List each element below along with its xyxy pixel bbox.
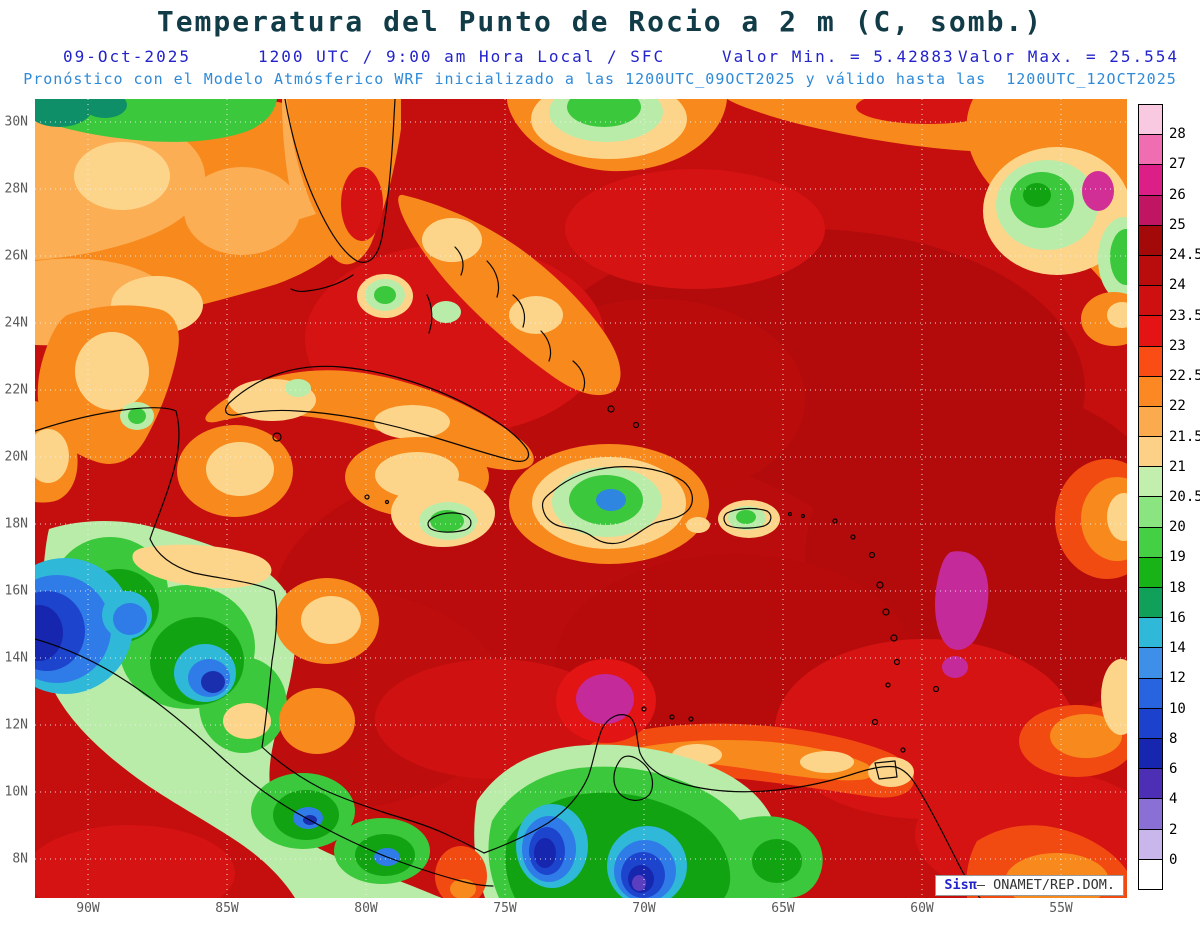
colorbar-tick-label: 24 (1169, 277, 1186, 294)
colorbar-tick-label: 24.5 (1169, 247, 1200, 264)
colorbar-cell (1138, 104, 1163, 136)
colorbar-tick-label: 14 (1169, 640, 1186, 657)
colorbar-tick-label: 10 (1169, 700, 1186, 717)
watermark-brand: Sisπ (944, 877, 977, 893)
colorbar-tick-label: 6 (1169, 761, 1178, 778)
colorbar-cell (1138, 587, 1163, 619)
lat-tick-label: 16N (4, 583, 28, 599)
lon-tick-label: 55W (1049, 901, 1073, 916)
colorbar (1138, 104, 1163, 890)
colorbar-cell (1138, 798, 1163, 830)
run-time: 1200 UTC / 9:00 am Hora Local / SFC (258, 47, 666, 66)
watermark-text: — ONAMET/REP.DOM. (976, 877, 1115, 893)
colorbar-cell (1138, 858, 1163, 890)
colorbar-tick-label: 21.5 (1169, 428, 1200, 445)
lat-tick-label: 14N (4, 650, 28, 666)
lat-tick-label: 20N (4, 449, 28, 465)
colorbar-cell (1138, 345, 1163, 377)
colorbar-tick-label: 28 (1169, 126, 1186, 143)
colorbar-cell (1138, 496, 1163, 528)
forecast-line: Pronóstico con el Modelo Atmósferico WRF… (23, 70, 1177, 88)
colorbar-tick-label: 26 (1169, 186, 1186, 203)
watermark: Sisπ— ONAMET/REP.DOM. (935, 875, 1124, 896)
colorbar-labels: 28 27 26 25 24.5 24 23.5 23 22.5 22 21.5 21 20.5 20 19… (1169, 104, 1200, 890)
colorbar-cell (1138, 315, 1163, 347)
lat-tick-label: 12N (4, 717, 28, 733)
colorbar-tick-label: 21 (1169, 458, 1186, 475)
colorbar-cell (1138, 677, 1163, 709)
lon-tick-label: 90W (76, 901, 100, 916)
colorbar-tick-label: 20.5 (1169, 489, 1200, 505)
colorbar-cell (1138, 224, 1163, 256)
colorbar-cell (1138, 737, 1163, 770)
lat-axis: 30N 28N 26N 24N 22N 20N 18N 16N 14N 12N 10N 8N (0, 99, 31, 898)
colorbar-tick-label: 0 (1169, 851, 1178, 868)
colorbar-tick-label: 12 (1169, 670, 1186, 687)
colorbar-cell (1138, 134, 1163, 166)
colorbar-cell (1138, 466, 1163, 498)
colorbar-tick-label: 8 (1169, 730, 1178, 747)
header-line: 09-Oct-2025 1200 UTC / 9:00 am Hora Loca… (0, 47, 1200, 67)
colorbar-tick-label: 23.5 (1169, 307, 1200, 324)
colorbar-cell (1138, 556, 1163, 588)
colorbar-cell (1138, 254, 1163, 287)
colorbar-cell (1138, 526, 1163, 558)
map-canvas (35, 99, 1127, 898)
colorbar-cell (1138, 436, 1163, 468)
colorbar-cell (1138, 375, 1163, 407)
lon-tick-label: 65W (771, 901, 795, 916)
colorbar-tick-label: 18 (1169, 579, 1186, 596)
lat-tick-label: 10N (4, 784, 28, 800)
lon-tick-label: 80W (354, 901, 378, 916)
lon-tick-label: 85W (215, 901, 239, 916)
min-value-label: Valor Min. = 5.42883 (722, 47, 955, 66)
colorbar-cell (1138, 617, 1163, 649)
colorbar-cell (1138, 707, 1163, 739)
colorbar-cell (1138, 647, 1163, 679)
lon-tick-label: 75W (493, 901, 517, 916)
lon-tick-label: 70W (632, 901, 656, 916)
max-value-label: Valor Max. = 25.554 (958, 47, 1180, 66)
colorbar-tick-label: 22.5 (1169, 368, 1200, 385)
colorbar-cell (1138, 194, 1163, 226)
colorbar-cell (1138, 828, 1163, 860)
colorbar-cell (1138, 164, 1163, 196)
colorbar-tick-label: 27 (1169, 156, 1186, 173)
colorbar-tick-label: 4 (1169, 791, 1178, 808)
lat-tick-label: 8N (12, 851, 28, 867)
colorbar-tick-label: 2 (1169, 821, 1178, 838)
lon-axis: 90W 85W 80W 75W 70W 65W 60W 55W (35, 900, 1127, 922)
colorbar-cell (1138, 768, 1163, 800)
colorbar-tick-label: 23 (1169, 337, 1186, 354)
lat-tick-label: 22N (4, 382, 28, 398)
lat-tick-label: 30N (4, 114, 28, 130)
lon-tick-label: 60W (910, 901, 934, 916)
map: Sisπ— ONAMET/REP.DOM. (35, 99, 1127, 898)
lat-tick-label: 28N (4, 181, 28, 197)
lat-tick-label: 18N (4, 516, 28, 532)
colorbar-cell (1138, 285, 1163, 317)
colorbar-tick-label: 20 (1169, 519, 1186, 536)
colorbar-tick-label: 25 (1169, 216, 1186, 233)
page-title: Temperatura del Punto de Rocio a 2 m (C,… (156, 5, 1044, 38)
colorbar-tick-label: 19 (1169, 549, 1186, 566)
lat-tick-label: 26N (4, 248, 28, 264)
lat-tick-label: 24N (4, 315, 28, 331)
colorbar-cell (1138, 405, 1163, 438)
colorbar-tick-label: 22 (1169, 398, 1186, 415)
run-date: 09-Oct-2025 (63, 47, 191, 66)
colorbar-tick-label: 16 (1169, 609, 1186, 626)
